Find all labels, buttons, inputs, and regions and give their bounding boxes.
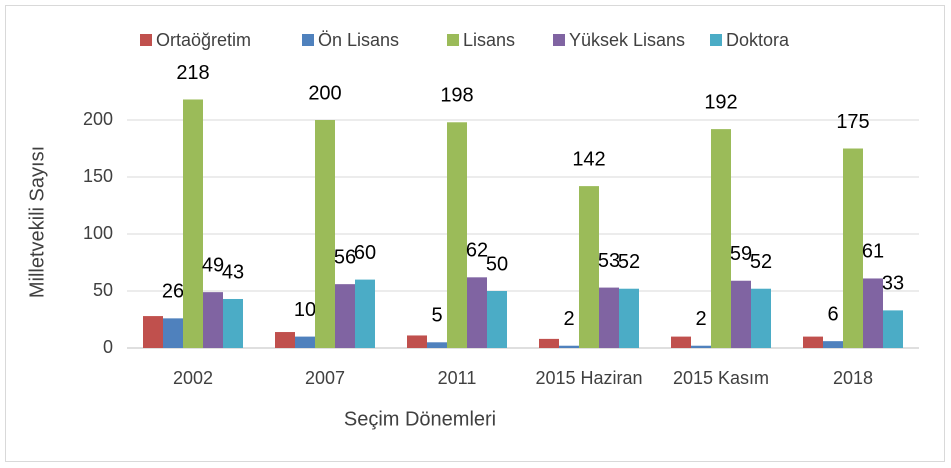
legend-swatch (447, 34, 459, 46)
bar (275, 332, 295, 348)
data-label: 50 (486, 253, 508, 275)
y-tick-label: 200 (83, 109, 113, 129)
bar (691, 345, 711, 348)
data-label: 56 (334, 246, 356, 268)
bar (335, 284, 355, 348)
legend-label: Doktora (726, 30, 790, 50)
bar (619, 288, 639, 348)
bar (843, 148, 863, 348)
data-label: 60 (354, 242, 376, 264)
bar (751, 288, 771, 348)
data-label: 43 (222, 261, 244, 283)
data-label: 218 (176, 62, 209, 84)
data-label: 53 (598, 250, 620, 272)
data-label: 2 (695, 308, 706, 330)
bar (163, 318, 183, 348)
bar (579, 186, 599, 348)
bar (803, 336, 823, 348)
bar (599, 287, 619, 348)
data-label: 52 (618, 251, 640, 273)
bar (427, 342, 447, 348)
x-tick-label: 2015 Haziran (535, 368, 642, 388)
bar (731, 280, 751, 348)
bar (143, 316, 163, 348)
y-tick-label: 100 (83, 223, 113, 243)
x-tick-label: 2011 (438, 368, 477, 388)
data-label: 192 (704, 91, 737, 113)
x-tick-label: 2002 (173, 368, 213, 388)
x-tick-label: 2007 (305, 368, 345, 388)
data-label: 49 (202, 254, 224, 276)
legend-label: Yüksek Lisans (569, 30, 685, 50)
data-label: 175 (836, 111, 869, 133)
data-label: 61 (862, 241, 884, 263)
data-label: 2 (563, 308, 574, 330)
bar (315, 120, 335, 348)
data-label: 5 (431, 305, 442, 327)
legend-label: Ortaöğretim (156, 30, 251, 50)
bar (407, 335, 427, 348)
data-label: 62 (466, 240, 488, 262)
bar (203, 292, 223, 348)
y-tick-label: 150 (83, 166, 113, 186)
bar (183, 99, 203, 348)
data-label: 142 (572, 148, 605, 170)
bar (487, 291, 507, 348)
bar (223, 298, 243, 348)
legend-label: Ön Lisans (318, 30, 399, 50)
data-label: 52 (750, 251, 772, 273)
x-axis-title: Seçim Dönemleri (344, 408, 496, 430)
data-label: 26 (162, 281, 184, 303)
bar (355, 279, 375, 348)
data-label: 33 (882, 273, 904, 295)
bar (447, 122, 467, 348)
data-label: 200 (308, 82, 341, 104)
y-tick-label: 50 (93, 280, 113, 300)
x-tick-label: 2018 (833, 368, 873, 388)
data-label: 6 (827, 303, 838, 325)
legend-swatch (140, 34, 152, 46)
y-axis-title: Milletvekili Sayısı (26, 146, 48, 298)
legend-swatch (710, 34, 722, 46)
bar (823, 341, 843, 348)
data-label: 10 (294, 299, 316, 321)
bar (295, 336, 315, 348)
legend-label: Lisans (463, 30, 515, 50)
bar (883, 310, 903, 348)
x-tick-label: 2015 Kasım (673, 368, 769, 388)
y-tick-label: 0 (103, 337, 113, 357)
legend-swatch (302, 34, 314, 46)
legend-swatch (553, 34, 565, 46)
bar (671, 336, 691, 348)
data-label: 198 (440, 85, 473, 107)
data-label: 59 (730, 243, 752, 265)
bar (467, 277, 487, 348)
bar (559, 345, 579, 348)
bar (539, 338, 559, 348)
bar (711, 129, 731, 348)
bar (863, 278, 883, 348)
